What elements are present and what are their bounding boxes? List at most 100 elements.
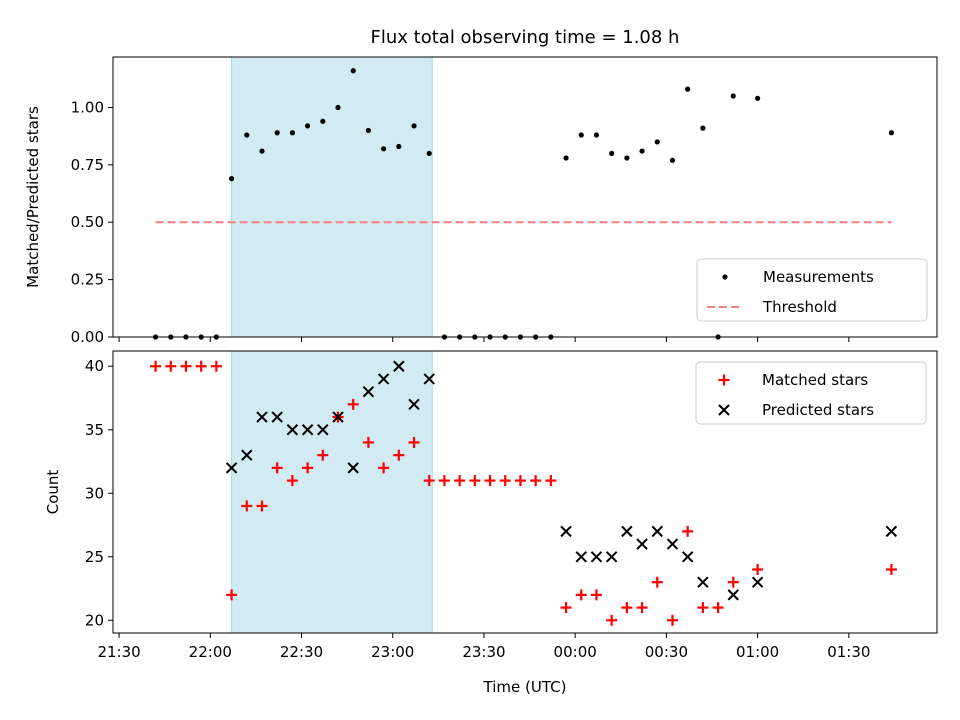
- predicted-star-point: [560, 525, 572, 538]
- predicted-star-mark-b: [621, 525, 633, 538]
- measurement-point: [609, 150, 615, 156]
- y-tick-label: 25: [85, 548, 104, 566]
- matched-star-point: [302, 462, 314, 474]
- x-tick-label: 21:30: [97, 643, 140, 661]
- measurement-point: [578, 132, 584, 138]
- predicted-star-point: [651, 525, 663, 538]
- predicted-star-mark-b: [651, 525, 663, 538]
- measurement-point: [320, 118, 326, 124]
- predicted-star-mark-b: [681, 551, 694, 563]
- y-tick-label: 0.00: [71, 328, 104, 346]
- predicted-star-point: [347, 462, 359, 474]
- matched-star-point: [666, 614, 678, 626]
- predicted-star-mark-b: [575, 551, 587, 563]
- measurement-point: [669, 157, 676, 163]
- matched-star-point: [469, 475, 481, 487]
- legend-label: Threshold: [762, 298, 837, 316]
- predicted-star-point: [605, 551, 618, 563]
- predicted-star-point: [377, 373, 390, 385]
- measurement-point: [274, 130, 280, 136]
- predicted-star-point: [408, 398, 420, 411]
- measurement-point: [289, 130, 295, 136]
- plot-frame: [112, 350, 938, 634]
- predicted-star-mark-b: [885, 525, 898, 538]
- matched-star-point: [752, 563, 764, 575]
- predicted-star-mark-b: [590, 551, 603, 563]
- predicted-star-point: [666, 538, 679, 550]
- matched-star-point: [226, 589, 238, 601]
- legend-box: [695, 361, 927, 425]
- predicted-star-point: [225, 462, 238, 474]
- matched-star-point: [636, 602, 648, 614]
- matched-star-point: [378, 462, 390, 474]
- predicted-star-point: [256, 411, 268, 423]
- predicted-star-mark-b: [256, 411, 268, 423]
- bottom-panel: 20 25 30 35 40 21:30 22:00 22:30 23:00 23:30 00:00…: [44, 350, 938, 696]
- matched-star-point: [393, 449, 405, 461]
- predicted-star-mark-b: [286, 424, 299, 436]
- predicted-star-mark-b: [408, 398, 420, 411]
- measurement-point: [700, 125, 706, 131]
- matched-star-point: [241, 500, 253, 512]
- x-tick-label: 01:30: [827, 643, 870, 661]
- legend-label: Matched stars: [762, 371, 868, 389]
- matched-star-point: [712, 602, 724, 614]
- legend: Matched stars Predicted stars: [695, 361, 927, 425]
- matched-star-point: [514, 475, 526, 487]
- predicted-star-point: [575, 551, 587, 563]
- predicted-star-mark-b: [666, 538, 679, 550]
- measurement-point: [593, 132, 600, 138]
- measurement-point: [228, 176, 235, 182]
- y-axis-label: Count: [44, 470, 62, 515]
- measurement-point: [888, 130, 894, 136]
- measurement-point: [411, 123, 417, 129]
- measurement-point: [624, 155, 630, 161]
- x-tick-label: 00:00: [554, 643, 597, 661]
- measurement-point: [563, 155, 569, 161]
- matched-star-point: [621, 602, 633, 614]
- measurement-point: [396, 143, 402, 150]
- matched-star-point: [885, 563, 897, 575]
- matched-star-point: [362, 436, 374, 448]
- measurement-point: [730, 93, 736, 99]
- legend-dot-marker: [722, 274, 728, 280]
- predicted-star-mark-b: [727, 589, 739, 601]
- measurement-point: [381, 146, 387, 152]
- predicted-star-point: [332, 411, 344, 423]
- matched-star-point: [317, 449, 329, 461]
- predicted-star-mark-b: [751, 576, 764, 588]
- matched-star-point: [590, 589, 602, 601]
- matched-star-point: [423, 475, 435, 487]
- predicted-star-mark-b: [332, 411, 344, 423]
- matched-star-point: [210, 360, 222, 372]
- measurement-point: [755, 95, 761, 101]
- legend: Measurements Threshold: [696, 258, 928, 322]
- predicted-star-point: [751, 576, 764, 588]
- matched-star-point: [682, 525, 694, 537]
- y-tick-label: 30: [85, 484, 104, 502]
- y-tick-label: 20: [85, 611, 104, 629]
- matched-star-point: [165, 360, 177, 372]
- x-tick-label: 00:30: [645, 643, 688, 661]
- x-tick-label: 01:00: [736, 643, 779, 661]
- y-tick-label: 0.50: [71, 213, 104, 231]
- measurement-point: [639, 148, 645, 154]
- x-tick-label: 23:00: [371, 643, 414, 661]
- predicted-star-mark-b: [393, 360, 405, 372]
- predicted-star-mark-b: [241, 449, 253, 461]
- measurement-point: [365, 127, 372, 134]
- measurement-point: [350, 68, 356, 74]
- predicted-star-mark-b: [636, 538, 648, 550]
- matched-star-point: [697, 602, 709, 614]
- matched-star-point: [150, 360, 162, 372]
- matched-star-point: [180, 360, 192, 372]
- matched-star-point: [575, 589, 587, 601]
- legend-label: Measurements: [763, 268, 874, 286]
- x-tick-label: 22:00: [189, 643, 232, 661]
- measurement-point: [654, 139, 660, 145]
- y-axis-label: Matched/Predicted stars: [24, 106, 42, 288]
- matched-star-point: [727, 576, 739, 588]
- matched-star-point: [438, 475, 450, 487]
